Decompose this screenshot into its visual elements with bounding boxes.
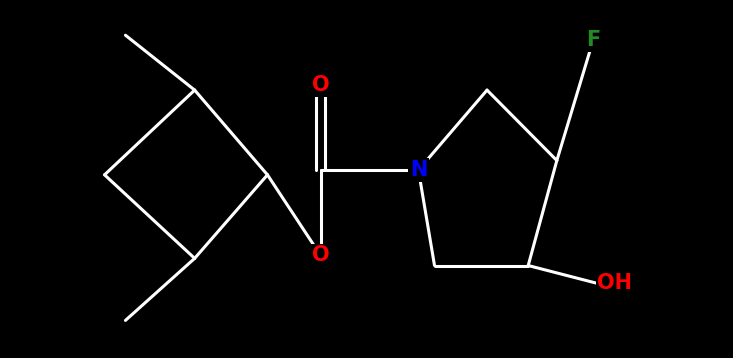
Text: O: O — [312, 75, 329, 95]
Text: OH: OH — [597, 274, 633, 294]
Text: O: O — [312, 245, 329, 265]
Text: N: N — [410, 160, 427, 180]
Text: F: F — [586, 30, 600, 50]
